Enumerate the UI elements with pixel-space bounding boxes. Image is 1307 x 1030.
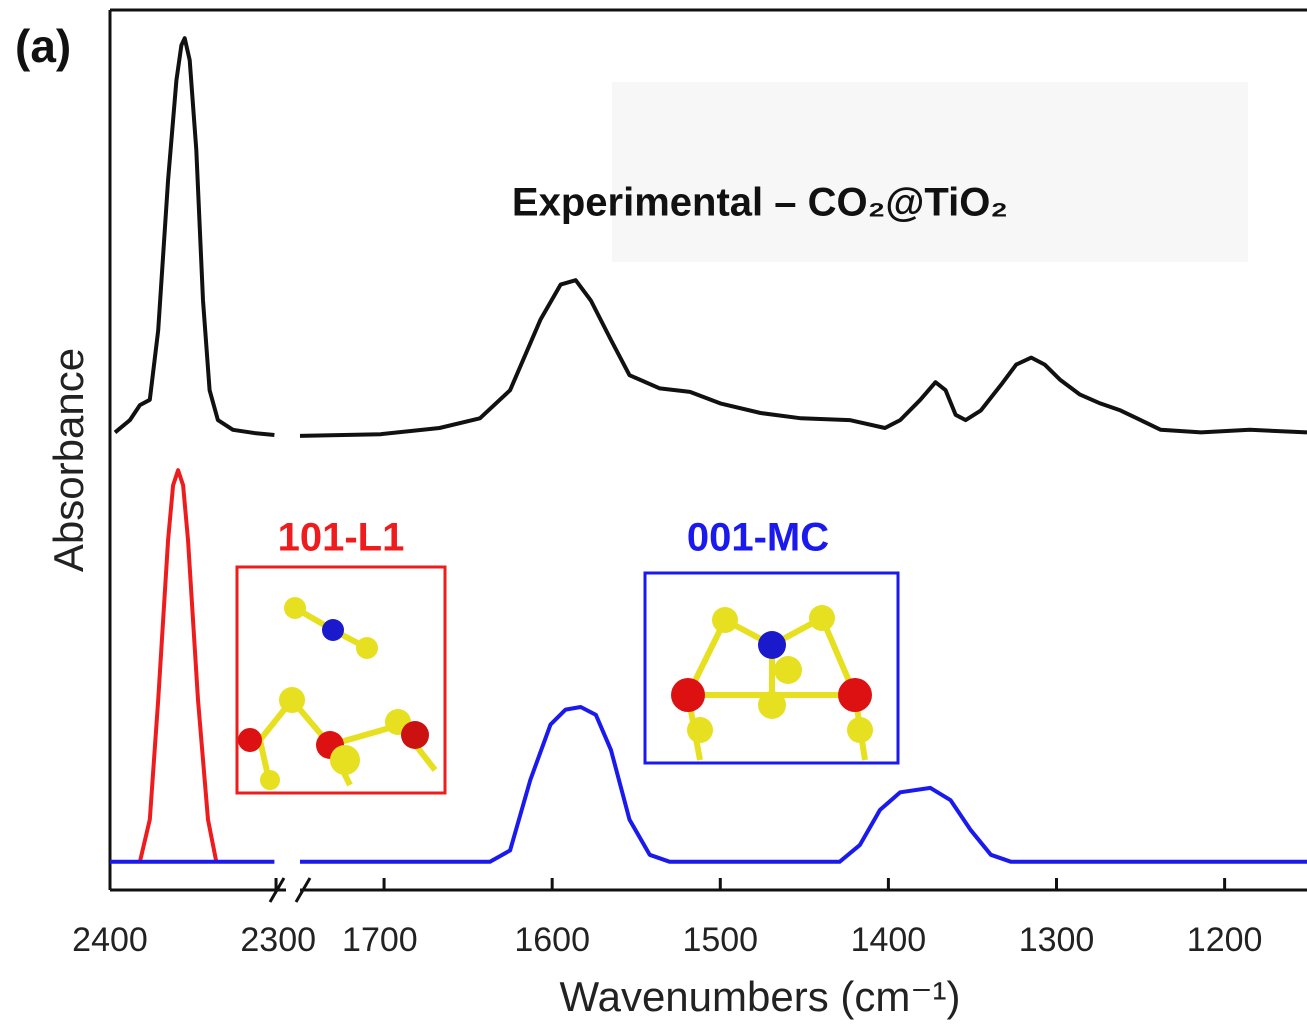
series-label: Experimental – CO₂@TiO₂: [512, 181, 1008, 225]
series-label: 101-L1: [278, 516, 405, 560]
panel-label: (a): [15, 20, 71, 72]
x-tick-label: 1300: [1019, 921, 1095, 959]
x-tick-label: 2300: [240, 921, 316, 959]
x-tick-label: 2400: [72, 921, 148, 959]
axes: [108, 8, 1307, 903]
x-axis-label: Wavenumbers (cm⁻¹): [560, 973, 961, 1020]
series-label: 001-MC: [687, 516, 829, 560]
label-backdrop: [612, 82, 1248, 262]
series-line: [137, 468, 219, 863]
series-line: [110, 705, 1307, 864]
x-tick-label: 1500: [682, 921, 758, 959]
x-tick-label: 1400: [851, 921, 927, 959]
inset-001-mc: [643, 571, 900, 765]
inset-101-l1: [235, 565, 447, 795]
x-tick-label: 1200: [1187, 921, 1263, 959]
x-tick-label: 1700: [342, 921, 418, 959]
series-line: [113, 36, 1307, 438]
y-axis-label: Absorbance: [45, 348, 92, 572]
x-tick-label: 1600: [514, 921, 590, 959]
